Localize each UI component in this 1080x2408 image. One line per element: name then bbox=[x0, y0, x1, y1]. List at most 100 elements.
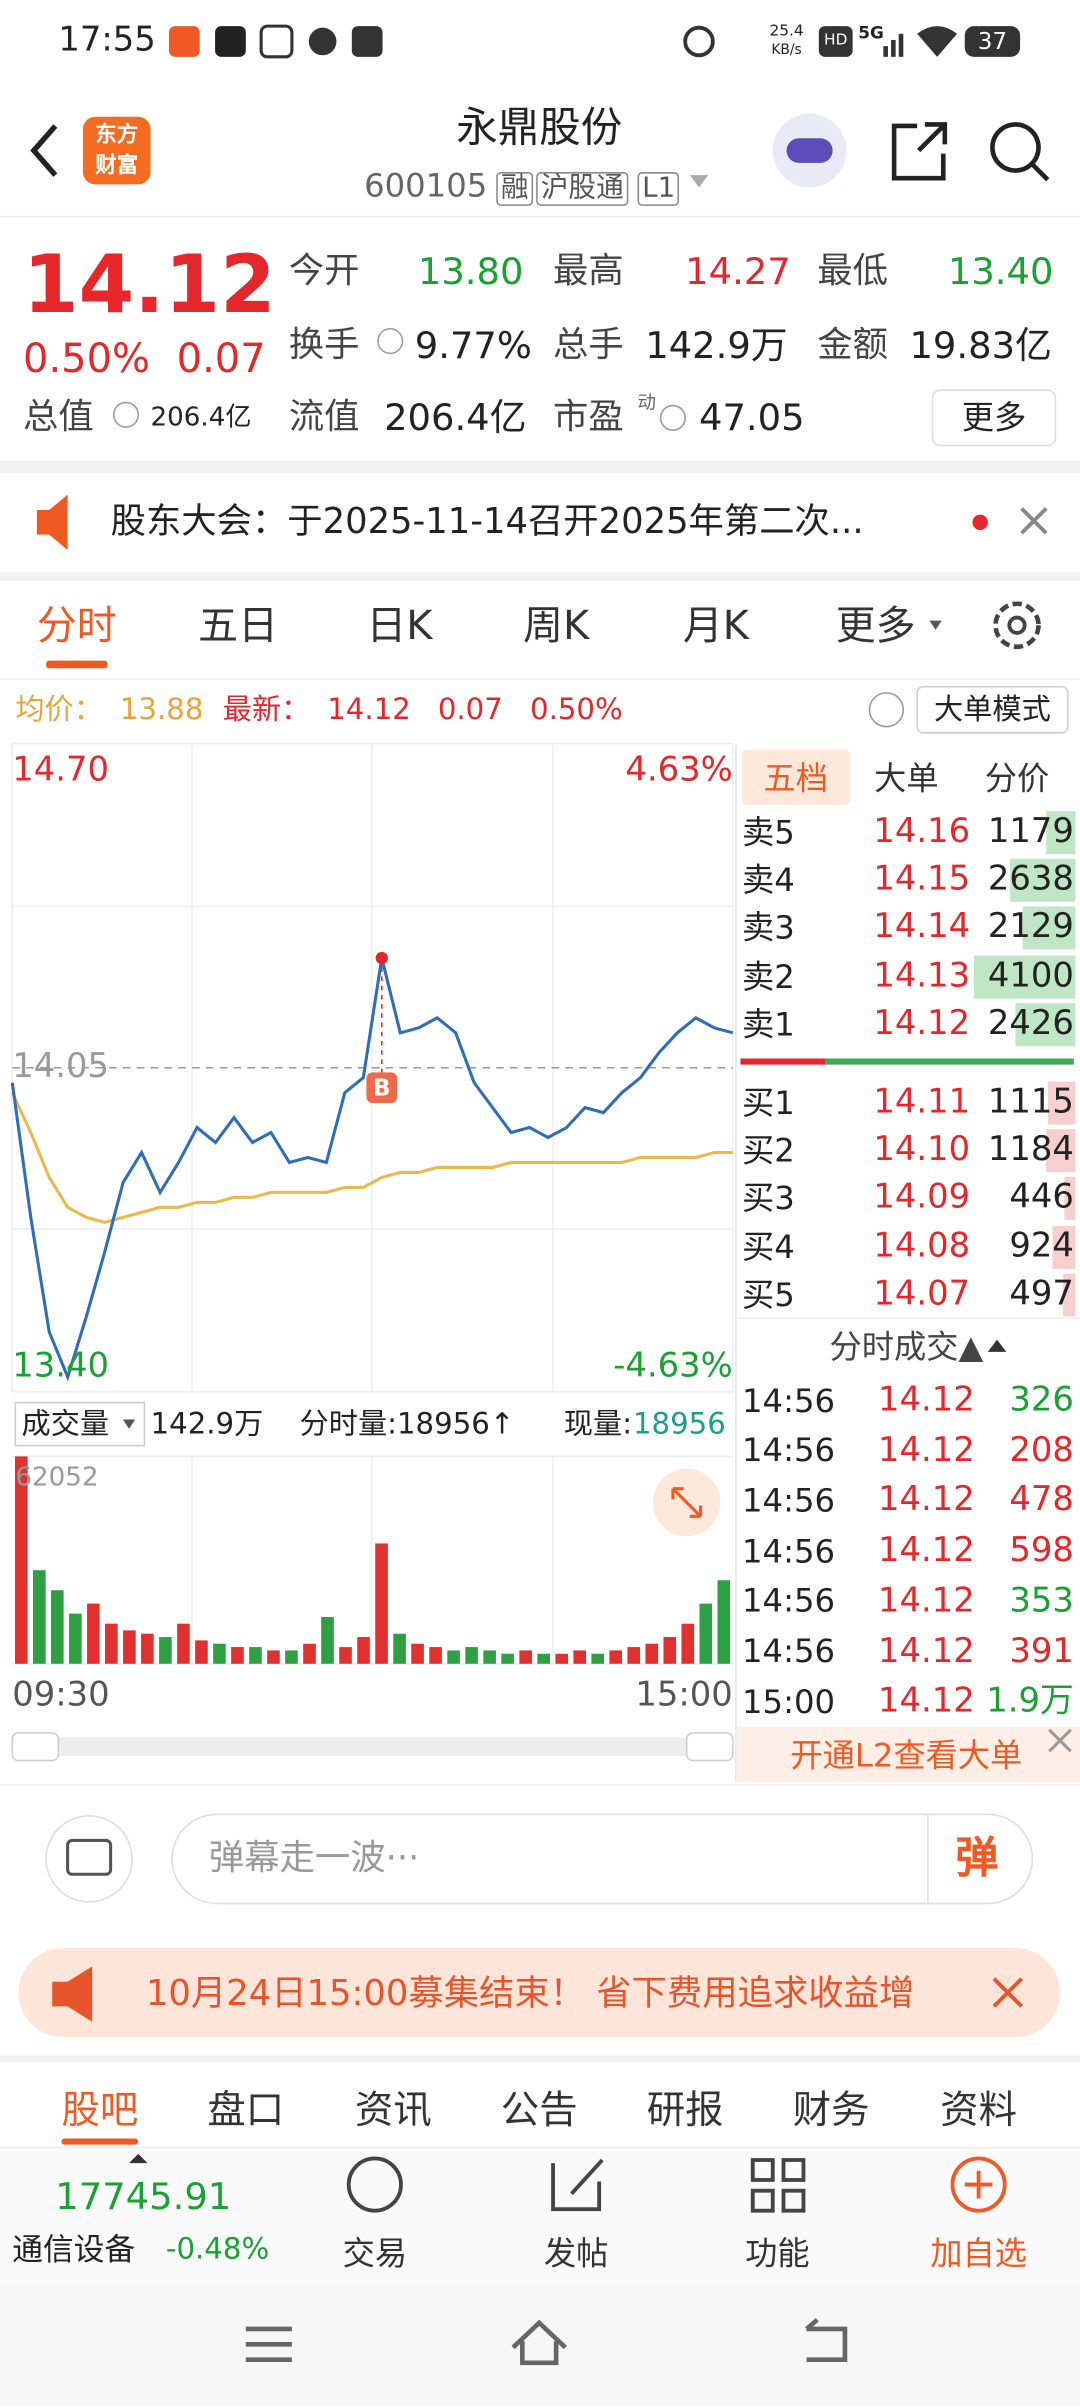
mode-button-box[interactable] bbox=[916, 685, 1069, 734]
footer-action[interactable]: 交易 bbox=[342, 2234, 408, 2272]
period-tab[interactable]: 周K bbox=[523, 603, 590, 650]
book-price: 14.07 bbox=[873, 1275, 971, 1314]
marker-badge bbox=[366, 1072, 398, 1104]
book-price: 14.08 bbox=[873, 1227, 971, 1266]
scroll-handle[interactable] bbox=[685, 1732, 734, 1762]
section-tab[interactable]: 研报 bbox=[646, 2087, 724, 2132]
megaphone-icon bbox=[52, 1966, 93, 2022]
section-tab[interactable]: 盘口 bbox=[207, 2087, 285, 2132]
search-button[interactable] bbox=[990, 122, 1050, 182]
x-tick-label: 09:30 bbox=[12, 1676, 110, 1715]
footer-action[interactable]: 功能 bbox=[745, 2234, 810, 2272]
book-volume: 1184 bbox=[987, 1130, 1074, 1170]
footer-action[interactable]: 加自选 bbox=[930, 2234, 1027, 2272]
l2-banner-bg[interactable] bbox=[737, 1726, 1080, 1783]
section-tab[interactable]: 股吧 bbox=[61, 2087, 139, 2132]
volume-bar bbox=[519, 1650, 532, 1664]
period-tab[interactable]: 五日 bbox=[198, 603, 279, 650]
trade-price: 14.12 bbox=[877, 1381, 975, 1420]
danmu-settings[interactable] bbox=[45, 1815, 133, 1903]
volume-bar bbox=[267, 1650, 280, 1664]
book-price: 14.13 bbox=[873, 957, 971, 996]
volume-bar bbox=[483, 1650, 496, 1664]
nav-buttons[interactable] bbox=[245, 2318, 848, 2366]
book-volume: 1115 bbox=[987, 1083, 1074, 1122]
book-tab[interactable]: 分价 bbox=[984, 759, 1050, 797]
current-volume: 18956 bbox=[632, 1406, 726, 1441]
dropdown-icon[interactable] bbox=[122, 1419, 136, 1429]
scroll-handle[interactable] bbox=[11, 1732, 60, 1762]
book-volume: 2638 bbox=[987, 860, 1074, 899]
clock: 17:55 bbox=[58, 21, 156, 60]
book-tab[interactable]: 大单 bbox=[874, 759, 939, 797]
period-tab[interactable]: 分时 bbox=[36, 603, 117, 650]
back-button[interactable] bbox=[30, 124, 58, 177]
trade-price: 14.12 bbox=[877, 1481, 975, 1520]
latest-value: 14.12 bbox=[327, 692, 411, 726]
book-volume-bar bbox=[1063, 1273, 1076, 1317]
close-promo[interactable] bbox=[992, 1977, 1023, 2008]
more-button[interactable]: 更多 bbox=[961, 398, 1027, 436]
field-value: 206.4亿 bbox=[150, 401, 252, 433]
close-notice[interactable] bbox=[1020, 507, 1048, 535]
index-value: 17745.91 bbox=[55, 2175, 232, 2219]
y-tick-label: 14.05 bbox=[12, 1047, 110, 1087]
price-line bbox=[10, 957, 734, 1382]
danmu-placeholder[interactable]: 弹幕走一波··· bbox=[208, 1838, 420, 1879]
more-button-box[interactable] bbox=[931, 389, 1057, 447]
settings-button[interactable] bbox=[993, 601, 1041, 650]
volume-selector-box[interactable] bbox=[14, 1401, 146, 1447]
danmu-button[interactable]: 弹 bbox=[955, 1832, 999, 1884]
volume-bar bbox=[33, 1570, 46, 1664]
trade-volume: 353 bbox=[1009, 1582, 1074, 1621]
sort-icon bbox=[987, 1339, 1007, 1352]
field-label: 总手 bbox=[553, 324, 624, 365]
book-volume-bar bbox=[1046, 811, 1076, 855]
mode-button[interactable]: 大单模式 bbox=[934, 692, 1051, 726]
book-price: 14.11 bbox=[873, 1083, 971, 1122]
volume-selector[interactable]: 成交量 bbox=[21, 1406, 110, 1441]
promo-banner[interactable] bbox=[18, 1947, 1061, 2038]
current-volume-label: 现量: bbox=[563, 1406, 633, 1441]
section-tab[interactable]: 财务 bbox=[792, 2087, 870, 2132]
volume-bar bbox=[123, 1630, 136, 1664]
separator bbox=[0, 571, 1080, 581]
volume-bar bbox=[213, 1643, 226, 1664]
dropdown-icon[interactable] bbox=[929, 620, 942, 630]
book-level: 卖5 bbox=[742, 813, 795, 851]
period-tab[interactable]: 日K bbox=[366, 603, 433, 650]
field-value: 13.80 bbox=[417, 250, 524, 294]
latest-change: 0.07 bbox=[437, 692, 503, 726]
avatar-face bbox=[786, 138, 833, 163]
notice-text[interactable]: 股东大会：于2025-11-14召开2025年第二次... bbox=[110, 501, 864, 542]
section-tab[interactable]: 资讯 bbox=[354, 2087, 432, 2132]
scrollbar[interactable] bbox=[12, 1737, 733, 1756]
info-icons bbox=[112, 327, 686, 431]
dropdown-icon[interactable] bbox=[689, 175, 709, 188]
volume-bar bbox=[609, 1650, 623, 1664]
tab-highlight bbox=[742, 749, 850, 806]
section-tab[interactable]: 资料 bbox=[940, 2087, 1018, 2132]
l2-banner[interactable]: 开通L2查看大单 bbox=[790, 1736, 1023, 1774]
volume-bar bbox=[177, 1623, 190, 1664]
share-button[interactable] bbox=[891, 122, 948, 181]
danmu-input[interactable] bbox=[171, 1813, 1034, 1905]
avg-line bbox=[10, 1091, 733, 1224]
period-tab[interactable]: 月K bbox=[682, 603, 749, 650]
book-level: 卖3 bbox=[742, 908, 795, 946]
separator bbox=[0, 460, 1080, 474]
field-value: 206.4亿 bbox=[384, 396, 527, 440]
volume-bar bbox=[429, 1647, 442, 1664]
book-level: 买1 bbox=[742, 1083, 795, 1121]
logo-text: 东方 bbox=[95, 122, 139, 148]
book-tab[interactable]: 五档 bbox=[763, 759, 829, 797]
close-banner[interactable] bbox=[1048, 1728, 1072, 1753]
book-volume-bar bbox=[1046, 1129, 1076, 1173]
footer-action[interactable]: 发帖 bbox=[543, 2234, 609, 2272]
section-tab[interactable]: 公告 bbox=[500, 2087, 578, 2132]
book-price: 14.15 bbox=[873, 860, 971, 899]
promo-text[interactable]: 10月24日15:00募集结束！ 省下费用追求收益增 bbox=[145, 1973, 915, 2014]
period-tab[interactable]: 更多 bbox=[835, 603, 916, 650]
help-icon[interactable] bbox=[868, 692, 905, 728]
